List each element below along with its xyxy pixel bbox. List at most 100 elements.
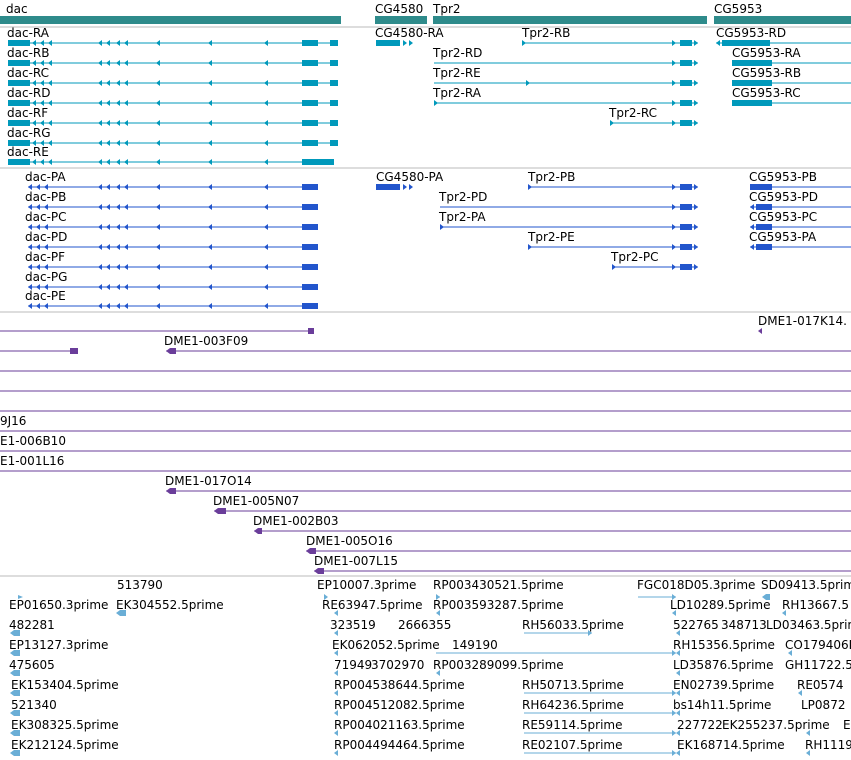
est-bar[interactable] — [436, 650, 676, 656]
est-bar[interactable] — [672, 610, 676, 616]
est-label: CO179406I — [785, 638, 851, 652]
protein-dac-pa[interactable] — [28, 184, 318, 190]
transcript-tpr2-ra[interactable] — [434, 100, 698, 106]
est-bar[interactable] — [334, 710, 338, 716]
est-bar[interactable] — [524, 730, 676, 736]
protein-tpr2-pc[interactable] — [612, 264, 698, 270]
est-bar[interactable] — [334, 750, 338, 756]
est-label: RE63947.5prime — [322, 598, 423, 612]
est-bar[interactable] — [10, 690, 20, 696]
est-label: 3702970 — [371, 658, 424, 672]
est-bar[interactable] — [638, 594, 676, 600]
protein-cg5953-pa[interactable] — [750, 244, 851, 250]
gene-bar-dac[interactable] — [0, 16, 341, 24]
protein-dac-pe[interactable] — [28, 303, 318, 309]
transcript-label: dac-RE — [7, 145, 49, 159]
protein-dac-pf[interactable] — [28, 264, 318, 270]
protein-tpr2-pb[interactable] — [528, 184, 698, 190]
est-label: 522765 — [673, 618, 719, 632]
transcript-tpr2-rb[interactable] — [522, 40, 698, 46]
clone-bar[interactable] — [306, 548, 851, 554]
transcript-cg5953-rd[interactable] — [716, 40, 851, 46]
est-bar[interactable] — [676, 750, 680, 756]
est-bar[interactable] — [806, 730, 810, 736]
clone-bar[interactable] — [0, 348, 78, 354]
est-bar[interactable] — [524, 710, 676, 716]
est-bar[interactable] — [334, 670, 338, 676]
est-bar[interactable] — [10, 670, 20, 676]
est-bar[interactable] — [334, 690, 338, 696]
transcript-dac-rf[interactable] — [8, 120, 338, 126]
est-bar[interactable] — [116, 610, 126, 616]
est-bar[interactable] — [436, 670, 440, 676]
est-label: RP004021163.5prime — [334, 718, 465, 732]
clone-bar[interactable] — [166, 488, 851, 494]
est-bar[interactable] — [676, 730, 680, 736]
transcript-tpr2-rd[interactable] — [434, 60, 698, 66]
transcript-dac-re[interactable] — [8, 159, 334, 165]
est-bar[interactable] — [762, 594, 770, 600]
gene-bar-cg5953[interactable] — [714, 16, 851, 24]
transcript-tpr2-re[interactable] — [434, 80, 698, 86]
est-bar[interactable] — [524, 630, 592, 636]
clone-bar[interactable] — [758, 328, 762, 334]
transcript-dac-rb[interactable] — [8, 60, 338, 66]
est-bar[interactable] — [334, 650, 338, 656]
est-bar[interactable] — [806, 750, 810, 756]
protein-cg5953-pd[interactable] — [750, 204, 851, 210]
transcript-label: dac-RC — [7, 66, 49, 80]
protein-tpr2-pe[interactable] — [528, 244, 698, 250]
protein-dac-pb[interactable] — [28, 204, 318, 210]
clone-bar[interactable] — [314, 568, 851, 574]
est-bar[interactable] — [524, 750, 676, 756]
est-bar[interactable] — [10, 595, 23, 599]
est-bar[interactable] — [334, 610, 338, 616]
est-bar[interactable] — [318, 594, 328, 600]
transcript-dac-rd[interactable] — [8, 100, 338, 106]
est-bar[interactable] — [676, 710, 680, 716]
protein-tpr2-pd[interactable] — [440, 204, 698, 210]
est-bar[interactable] — [10, 710, 20, 716]
est-label: EP10007.3prime — [317, 578, 416, 592]
protein-cg5953-pb[interactable] — [750, 184, 851, 190]
transcript-cg4580-ra[interactable] — [376, 40, 413, 46]
transcript-tpr2-rc[interactable] — [610, 120, 698, 126]
protein-dac-pc[interactable] — [28, 224, 318, 230]
transcript-cg5953-rb[interactable] — [732, 80, 851, 86]
clone-bar[interactable] — [0, 328, 314, 334]
est-bar[interactable] — [524, 690, 676, 696]
gene-bar-tpr2[interactable] — [433, 16, 707, 24]
est-label: LD10289.5prime — [670, 598, 771, 612]
est-bar[interactable] — [436, 594, 440, 600]
gene-bar-cg4580[interactable] — [375, 16, 427, 24]
protein-cg4580-pa[interactable] — [376, 184, 413, 190]
est-bar[interactable] — [436, 610, 440, 616]
est-bar[interactable] — [10, 650, 20, 656]
est-bar[interactable] — [676, 670, 680, 676]
transcript-cg5953-ra[interactable] — [732, 60, 851, 66]
clone-bar[interactable] — [166, 348, 851, 354]
transcript-dac-rc[interactable] — [8, 80, 338, 86]
protein-dac-pd[interactable] — [28, 244, 318, 250]
protein-tpr2-pa[interactable] — [440, 224, 698, 230]
est-bar[interactable] — [334, 730, 338, 736]
transcript-dac-ra[interactable] — [8, 40, 338, 46]
gene-track — [0, 16, 851, 24]
clone-bar[interactable] — [254, 528, 851, 534]
est-bar[interactable] — [10, 750, 20, 756]
est-bar[interactable] — [334, 630, 338, 636]
est-bar[interactable] — [10, 630, 20, 636]
est-bar[interactable] — [10, 730, 20, 736]
est-bar[interactable] — [676, 630, 680, 636]
transcript-cg5953-rc[interactable] — [732, 100, 851, 106]
est-bar[interactable] — [676, 650, 680, 656]
transcript-dac-rg[interactable] — [8, 140, 338, 146]
est-bar[interactable] — [676, 690, 680, 696]
est-label: 323519 — [330, 618, 376, 632]
protein-dac-pg[interactable] — [28, 284, 318, 290]
est-bar[interactable] — [782, 610, 786, 616]
protein-cg5953-pc[interactable] — [750, 224, 851, 230]
clone-bar[interactable] — [214, 508, 851, 514]
est-bar[interactable] — [798, 690, 802, 696]
est-bar[interactable] — [788, 650, 792, 656]
